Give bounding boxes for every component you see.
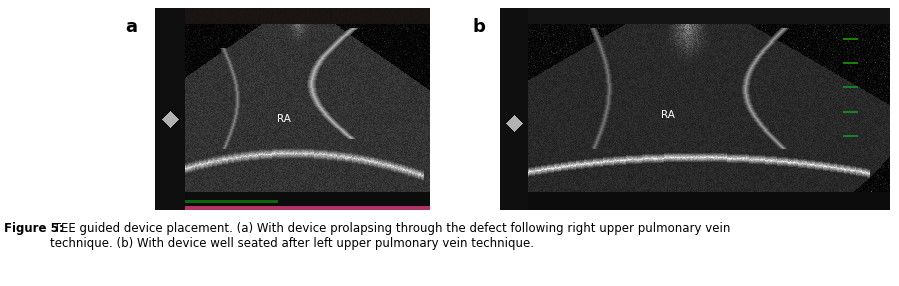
- Text: RA: RA: [277, 114, 291, 124]
- Text: Figure 5:: Figure 5:: [4, 222, 64, 235]
- Text: TEE guided device placement. (a) With device prolapsing through the defect follo: TEE guided device placement. (a) With de…: [50, 222, 731, 250]
- Text: a: a: [125, 18, 137, 36]
- Text: b: b: [472, 18, 485, 36]
- Text: RA: RA: [661, 110, 674, 120]
